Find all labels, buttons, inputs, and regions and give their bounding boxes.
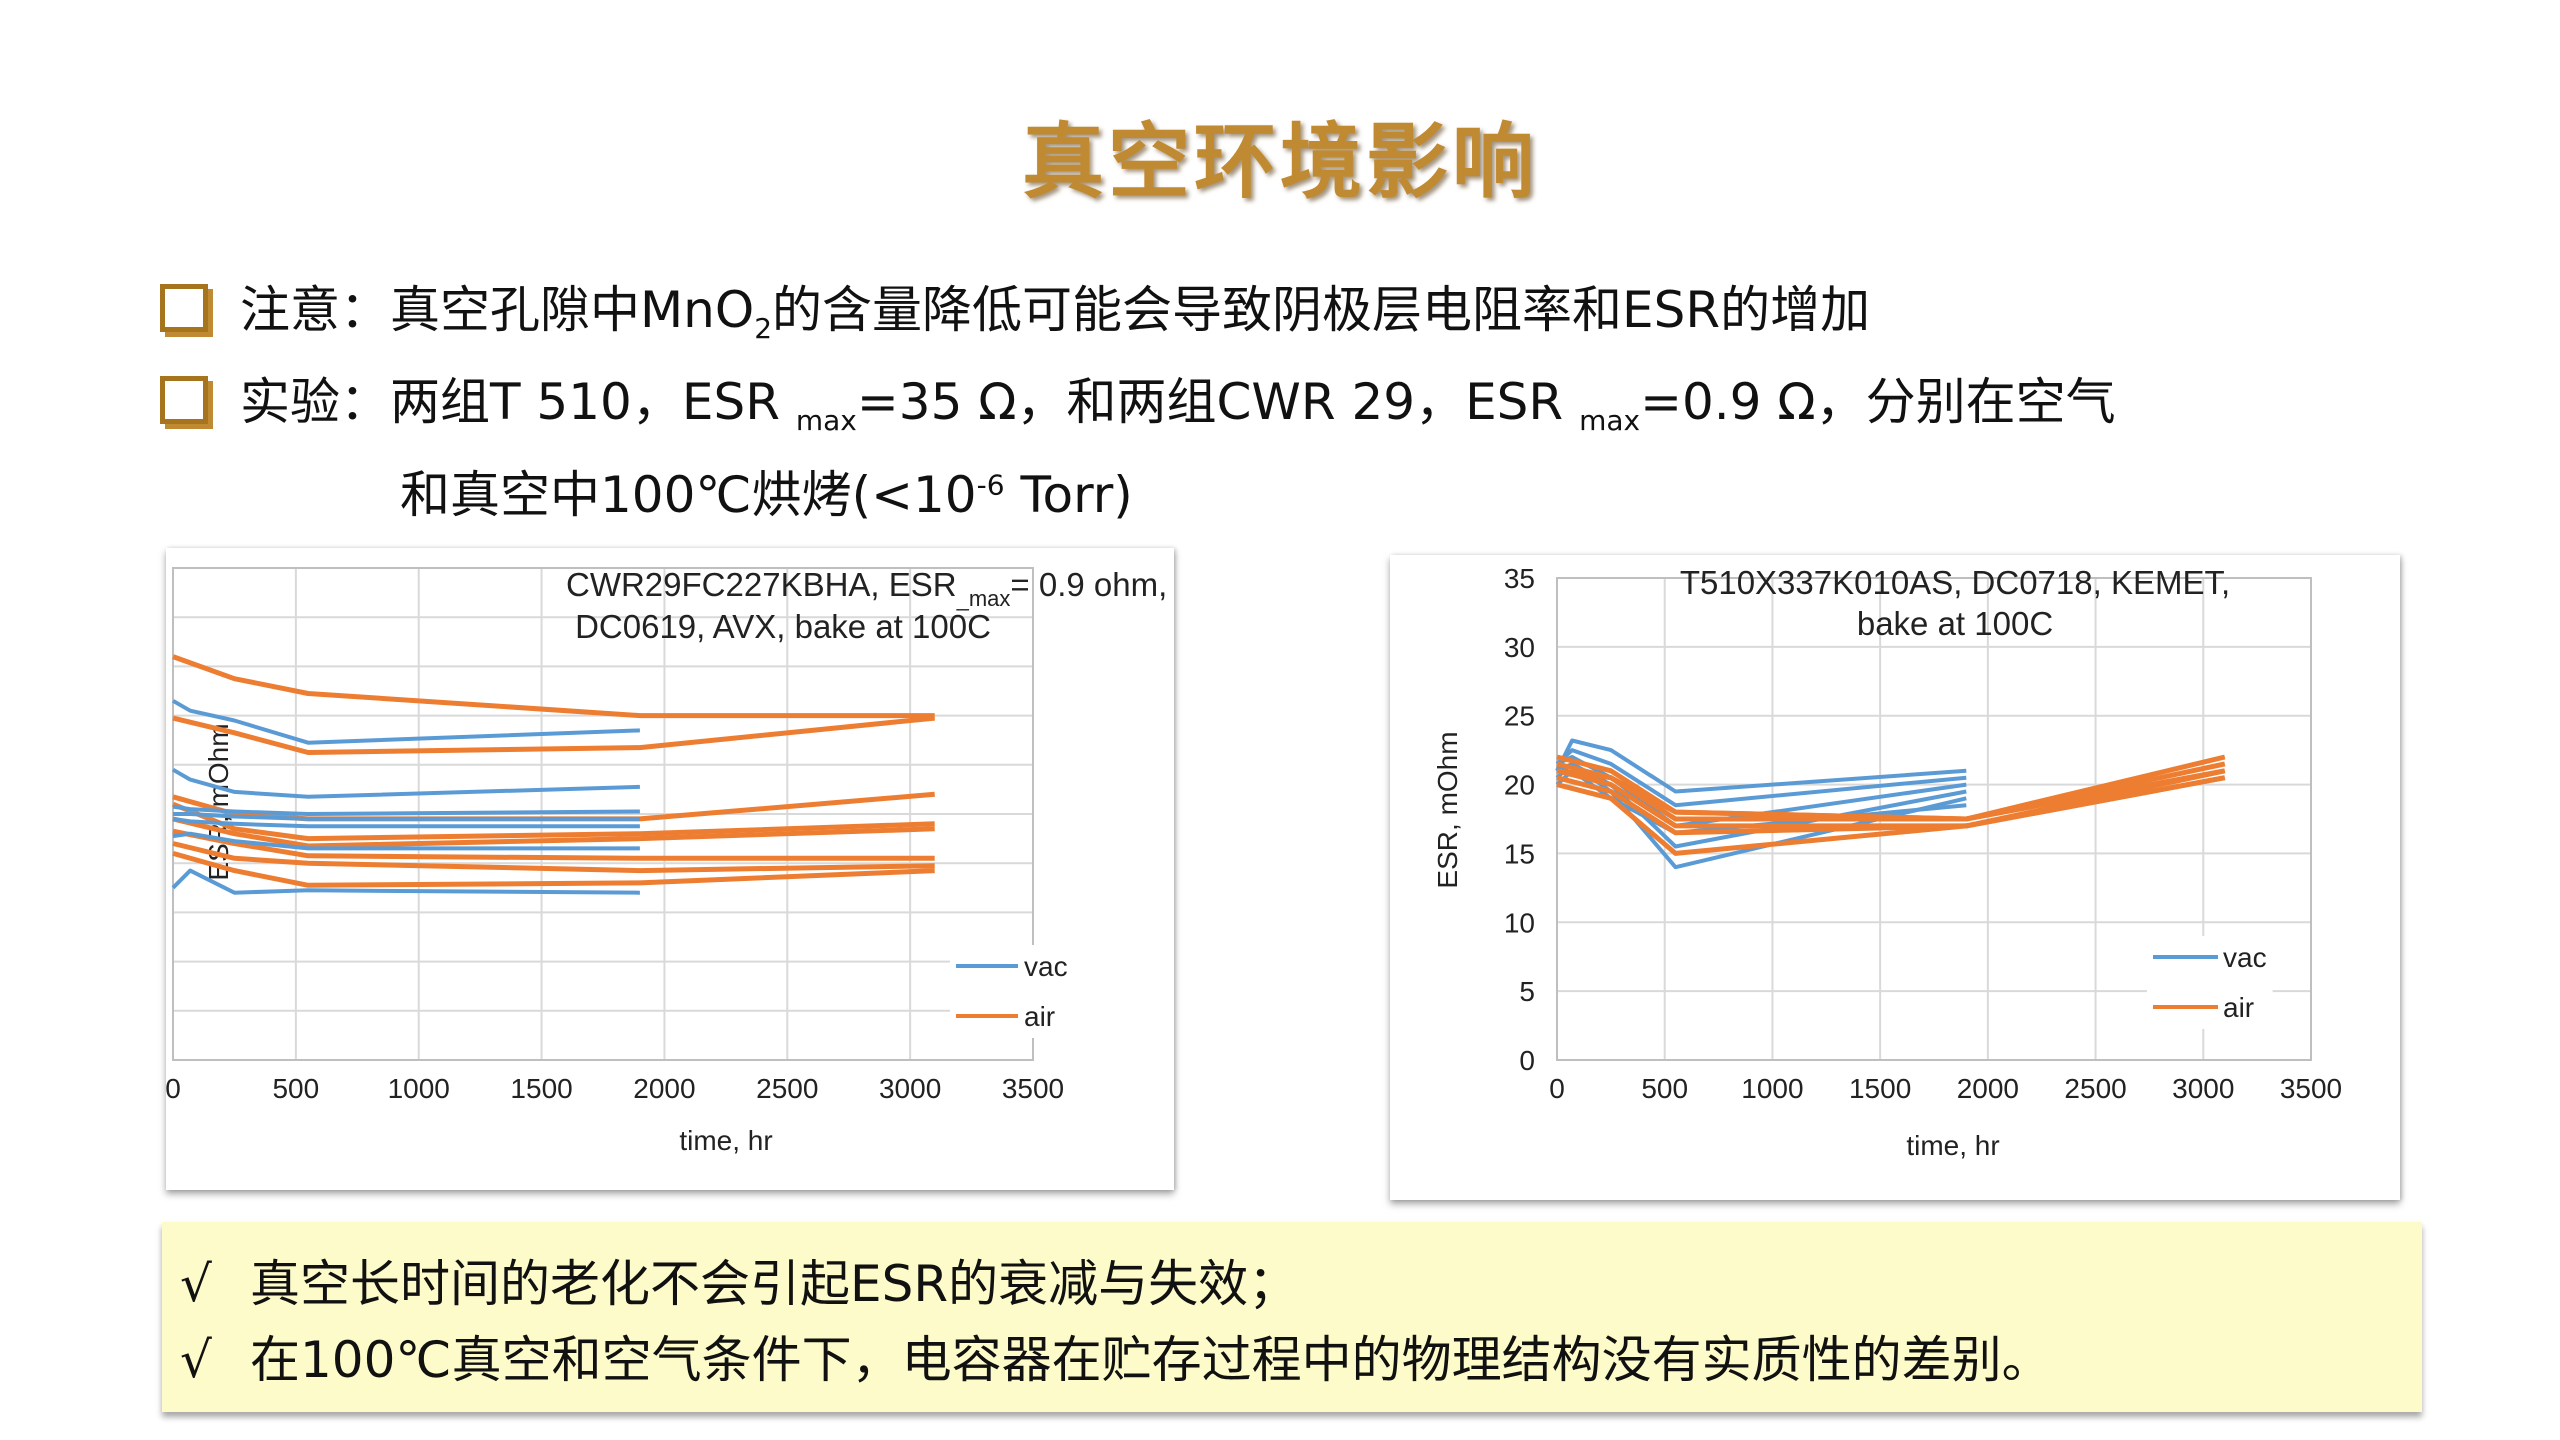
series-line-vac-2 (1555, 748, 1967, 808)
x-tick-label: 3500 (1002, 1073, 1064, 1104)
gridlines (172, 567, 1034, 1061)
legend-vac-label: vac (1024, 951, 1068, 982)
series-line-air-1 (172, 654, 935, 719)
legend-background (950, 945, 1074, 1038)
legend-air-label: air (2223, 992, 2254, 1023)
x-tick-label: 500 (272, 1073, 319, 1104)
experiment-sub-2: max (1579, 404, 1641, 437)
series-line-vac-4 (173, 812, 640, 821)
bullet-experiment: 实验：两组T 510，ESR max=35 Ω，和两组CWR 29，ESR ma… (160, 362, 2116, 437)
series-line-vac-1 (172, 699, 640, 745)
x-tick-label: 0 (1549, 1073, 1565, 1104)
conclusion-box: √ 真空长时间的老化不会引起ESR的衰减与失效； √ 在100℃真空和空气条件下，电… (162, 1222, 2422, 1412)
experiment-sub-1: max (795, 404, 857, 437)
x-axis-label: time, hr (679, 1125, 772, 1156)
y-tick-label: 35 (1504, 563, 1535, 594)
note-text-pre: 注意：真空孔隙中MnO (240, 281, 755, 339)
chart-cwr29: CWR29FC227KBHA, ESR_max= 0.9 ohm, DC0619… (104, 553, 1167, 1156)
experiment-cont-pre: 和真空中100℃烘烤(<10 (400, 466, 977, 524)
x-tick-label: 1000 (388, 1073, 450, 1104)
y-tick-label: 15 (1504, 838, 1535, 869)
y-tick-label: 20 (1504, 770, 1535, 801)
y-tick-label: 10 (1504, 907, 1535, 938)
x-tick-label: 2000 (633, 1073, 695, 1104)
experiment-cont-post: Torr) (1004, 466, 1133, 524)
series-line-air-3 (1556, 761, 2226, 822)
series-lines (1555, 738, 2226, 870)
series-lines (171, 654, 935, 895)
chart-t510-card: T510X337K010AS, DC0718, KEMET, bake at 1… (1390, 555, 2400, 1200)
chart-cwr29-card: CWR29FC227KBHA, ESR_max= 0.9 ohm, DC0619… (104, 548, 1174, 1190)
x-tick-label: 500 (1641, 1073, 1688, 1104)
series-line-vac-3 (172, 804, 640, 816)
legend: vac air (2153, 942, 2267, 1023)
bullet-experiment-text: 实验：两组T 510，ESR max=35 Ω，和两组CWR 29，ESR ma… (240, 362, 2116, 437)
y-axis-label: ESR, mOhm (1432, 731, 1463, 888)
x-tick-label: 2000 (1957, 1073, 2019, 1104)
conclusion-line-1: √ 真空长时间的老化不会引起ESR的衰减与失效； (180, 1244, 1298, 1316)
y-tick-label: 0 (1519, 1045, 1535, 1076)
checkbox-bullet-icon (160, 283, 208, 332)
series-line-air-7 (172, 841, 935, 874)
x-tick-label: 1500 (510, 1073, 572, 1104)
conclusion-text-1: 真空长时间的老化不会引起ESR的衰减与失效； (250, 1255, 1299, 1313)
legend-vac-label: vac (2223, 942, 2267, 973)
legend-air-label: air (1024, 1001, 1055, 1032)
x-tick-label: 1500 (1849, 1073, 1911, 1104)
checkbox-bullet-icon (160, 375, 208, 424)
page-title: 真空环境影响 (1021, 115, 1538, 210)
bullet-note: 注意：真空孔隙中MnO2的含量降低可能会导致阴极层电阻率和ESR的增加 (160, 270, 1870, 345)
experiment-text-1: 实验：两组T 510，ESR (240, 373, 796, 431)
chart-title-line2: DC0619, AVX, bake at 100C (575, 608, 991, 645)
check-icon: √ (180, 1255, 212, 1313)
chart-t510: T510X337K010AS, DC0718, KEMET, bake at 1… (1432, 563, 2342, 1161)
chart-title-line1: CWR29FC227KBHA, ESR_max= 0.9 ohm, (566, 566, 1167, 611)
y-tick-label: 5 (1519, 976, 1535, 1007)
x-tick-label: 3000 (2172, 1073, 2234, 1104)
plot-area-border (1556, 577, 2312, 1061)
experiment-text-2: =35 Ω，和两组CWR 29，ESR (856, 373, 1580, 431)
x-axis-label: time, hr (1906, 1130, 1999, 1161)
series-line-air-2 (172, 715, 935, 755)
bullet-note-text: 注意：真空孔隙中MnO2的含量降低可能会导致阴极层电阻率和ESR的增加 (240, 270, 1870, 345)
legend-background (2147, 936, 2273, 1029)
series-line-air-6 (1556, 775, 2226, 856)
series-line-air-5 (172, 816, 935, 849)
series-line-vac-1 (1555, 738, 1967, 794)
x-tick-label: 1000 (1741, 1073, 1803, 1104)
y-tick-label: 25 (1504, 701, 1535, 732)
legend: vac air (956, 951, 1068, 1032)
series-line-vac-7 (171, 868, 640, 895)
series-line-air-8 (172, 850, 935, 888)
series-line-vac-2 (172, 767, 640, 799)
chart-title-line2: bake at 100C (1857, 605, 2053, 642)
x-tick-label: 0 (166, 1073, 181, 1104)
bullet-experiment-continuation: 和真空中100℃烘烤(<10-6 Torr) (400, 455, 1133, 527)
experiment-cont-sup: -6 (976, 468, 1005, 502)
experiment-text-3: =0.9 Ω，分别在空气 (1640, 373, 2116, 431)
x-tick-label: 3000 (879, 1073, 941, 1104)
note-text-post: 的含量降低可能会导致阴极层电阻率和ESR的增加 (772, 281, 1871, 339)
chart-title-line1: T510X337K010AS, DC0718, KEMET, (1680, 564, 2230, 601)
series-line-vac-6 (172, 831, 640, 851)
x-tick-label: 2500 (756, 1073, 818, 1104)
x-tick-label: 2500 (2064, 1073, 2126, 1104)
note-text-sub: 2 (754, 312, 773, 345)
series-line-air-4 (172, 801, 935, 842)
conclusion-line-2: √ 在100℃真空和空气条件下，电容器在贮存过程中的物理结构没有实质性的差别。 (180, 1320, 2052, 1392)
check-icon: √ (180, 1331, 212, 1389)
conclusion-text-2: 在100℃真空和空气条件下，电容器在贮存过程中的物理结构没有实质性的差别。 (250, 1331, 2052, 1389)
x-tick-label: 3500 (2280, 1073, 2342, 1104)
y-tick-label: 30 (1504, 632, 1535, 663)
series-line-vac-5 (172, 816, 640, 829)
